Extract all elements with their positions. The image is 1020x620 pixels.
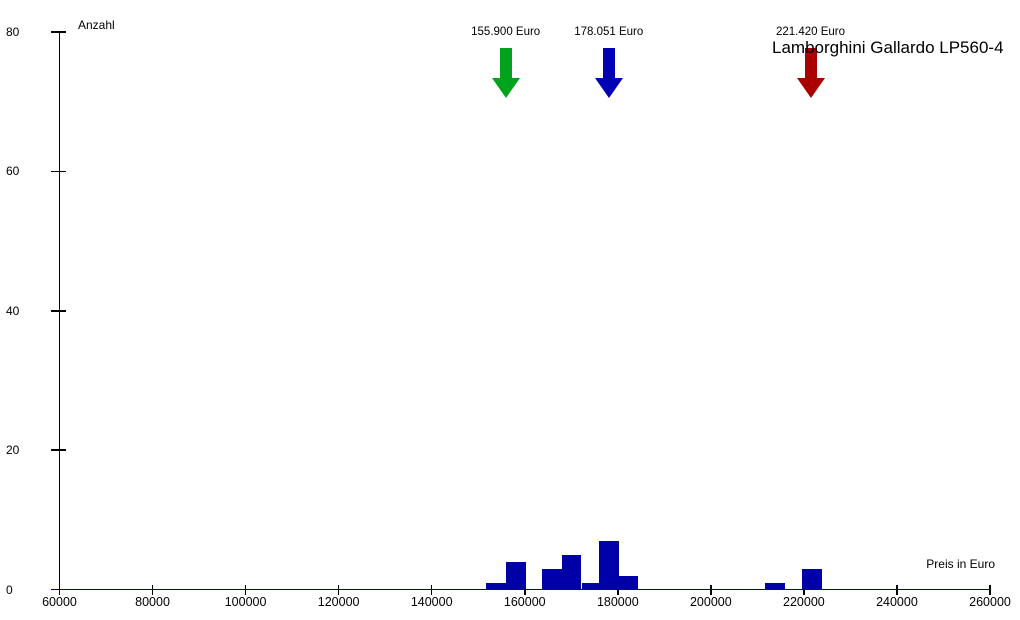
histogram-bar — [764, 583, 785, 590]
x-tick-label: 120000 — [317, 595, 360, 609]
y-tick-mark — [51, 310, 66, 312]
x-tick-label: 80000 — [135, 595, 170, 609]
y-tick-label: 20 — [6, 443, 20, 458]
max-price-arrow-label: 221.420 Euro — [775, 26, 846, 38]
max-price-arrow-down-arrow-icon — [796, 48, 825, 98]
y-tick-label: 80 — [6, 25, 20, 39]
histogram-bar — [801, 569, 822, 590]
y-tick-mark — [51, 588, 66, 591]
mean-price-arrow-head — [594, 78, 623, 98]
y-tick-label: 0 — [6, 582, 13, 597]
x-tick-label: 200000 — [689, 595, 732, 609]
max-price-arrow-shaft — [804, 48, 817, 78]
histogram-bar — [542, 569, 563, 590]
x-tick-label: 100000 — [224, 595, 267, 609]
x-tick-label: 240000 — [876, 595, 918, 609]
histogram-bar — [505, 562, 526, 590]
y-tick-mark — [51, 449, 66, 451]
y-tick-mark — [51, 170, 66, 173]
x-tick-label: 140000 — [410, 595, 453, 609]
mean-price-arrow-down-arrow-icon — [594, 48, 623, 98]
y-tick-label: 40 — [6, 303, 20, 318]
x-axis-title: Preis in Euro — [926, 557, 995, 571]
x-tick-label: 260000 — [969, 595, 1011, 609]
histogram-bar — [619, 576, 639, 590]
x-tick-label: 220000 — [783, 595, 825, 609]
mean-price-arrow-label: 178.051 Euro — [574, 26, 644, 38]
min-price-arrow-head — [491, 78, 520, 98]
y-tick-mark — [51, 31, 66, 33]
max-price-arrow-head — [796, 78, 825, 98]
y-axis-line — [58, 31, 61, 591]
y-axis-title: Anzahl — [78, 18, 115, 32]
histogram-bar — [581, 583, 600, 590]
histogram-bar — [485, 583, 506, 590]
y-tick-label: 60 — [6, 164, 20, 179]
x-tick-label: 160000 — [503, 595, 546, 609]
min-price-arrow-label: 155.900 Euro — [471, 26, 541, 38]
histogram-bar — [562, 555, 582, 590]
mean-price-arrow-shaft — [602, 48, 615, 78]
min-price-arrow-shaft — [499, 48, 512, 78]
x-tick-label: 60000 — [42, 595, 77, 609]
chart-title: Lamborghini Gallardo LP560-4 — [772, 38, 1004, 57]
histogram-bar — [599, 541, 620, 590]
x-tick-label: 180000 — [596, 595, 639, 609]
min-price-arrow-down-arrow-icon — [491, 48, 520, 98]
